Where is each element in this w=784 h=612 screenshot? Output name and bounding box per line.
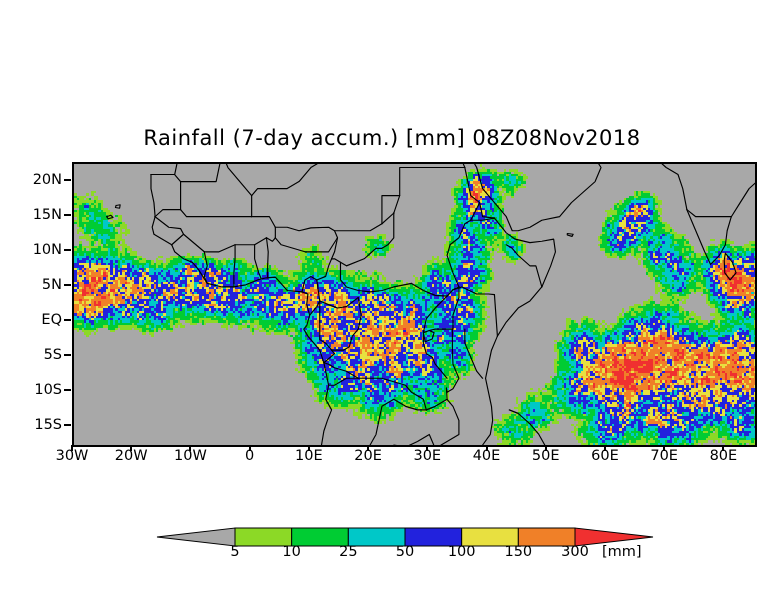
- x-tick-label: 10E: [295, 448, 323, 464]
- y-tick-label: 5S: [43, 347, 62, 364]
- x-tick-mark: [307, 445, 310, 451]
- x-tick-label: 70E: [650, 448, 678, 464]
- y-tick-label: 5N: [41, 276, 62, 293]
- x-tick-mark: [663, 445, 666, 451]
- colorbar-above-max-arrow: [574, 527, 654, 547]
- x-tick-mark: [189, 445, 192, 451]
- x-tick-label: 10W: [174, 448, 207, 464]
- y-tick-mark: [64, 248, 71, 251]
- y-tick-mark: [64, 213, 71, 216]
- colorbar-unit-label: [mm]: [602, 544, 642, 560]
- colorbar-below-min-arrow: [156, 527, 236, 547]
- x-tick-mark: [130, 445, 133, 451]
- colorbar-tick-label: 150: [504, 544, 533, 560]
- colorbar-tick-label: 100: [447, 544, 476, 560]
- map-plot-area[interactable]: [72, 162, 757, 447]
- y-tick-label: 20N: [32, 171, 62, 188]
- y-tick-mark: [64, 389, 71, 392]
- x-tick-label: 20E: [354, 448, 382, 464]
- y-tick-label: 15S: [34, 417, 62, 434]
- y-tick-mark: [64, 178, 71, 181]
- x-tick-mark: [485, 445, 488, 451]
- x-tick-mark: [722, 445, 725, 451]
- y-tick-label: 10S: [34, 382, 62, 399]
- colorbar-swatches: [156, 527, 654, 547]
- x-tick-label: 60E: [591, 448, 619, 464]
- y-tick-mark: [64, 424, 71, 427]
- colorbar-tick-label: 25: [339, 544, 358, 560]
- colorbar-tick-label: 50: [395, 544, 415, 560]
- y-tick-label: 15N: [32, 206, 62, 223]
- x-tick-label: 50E: [531, 448, 560, 464]
- x-tick-label: 30E: [413, 448, 442, 464]
- x-tick-mark: [367, 445, 370, 451]
- x-tick-label: 40E: [472, 448, 501, 464]
- colorbar-tick-label: 5: [230, 544, 240, 560]
- colorbar[interactable]: [155, 520, 655, 576]
- x-tick-mark: [603, 445, 606, 451]
- x-tick-label: 0: [245, 448, 255, 464]
- x-tick-label: 30W: [55, 448, 89, 464]
- y-tick-mark: [64, 319, 71, 322]
- y-tick-mark: [64, 354, 71, 357]
- y-axis: 20N 15N 10N 5N EQ 5S 10S 15S: [0, 0, 62, 612]
- x-tick-mark: [544, 445, 547, 451]
- x-tick-mark: [248, 445, 251, 451]
- x-tick-label: 80E: [709, 448, 738, 464]
- x-tick-label: 20W: [114, 448, 148, 464]
- colorbar-tick-label: 10: [282, 544, 301, 560]
- y-tick-label: EQ: [41, 312, 62, 329]
- colorbar-tick-label: 300: [561, 544, 589, 560]
- rainfall-heatmap-canvas: [74, 164, 755, 445]
- page-title: Rainfall (7-day accum.) [mm] 08Z08Nov201…: [143, 126, 641, 150]
- x-tick-mark: [71, 445, 73, 451]
- x-tick-mark: [426, 445, 429, 451]
- y-tick-label: 10N: [32, 241, 62, 258]
- y-tick-mark: [64, 283, 71, 286]
